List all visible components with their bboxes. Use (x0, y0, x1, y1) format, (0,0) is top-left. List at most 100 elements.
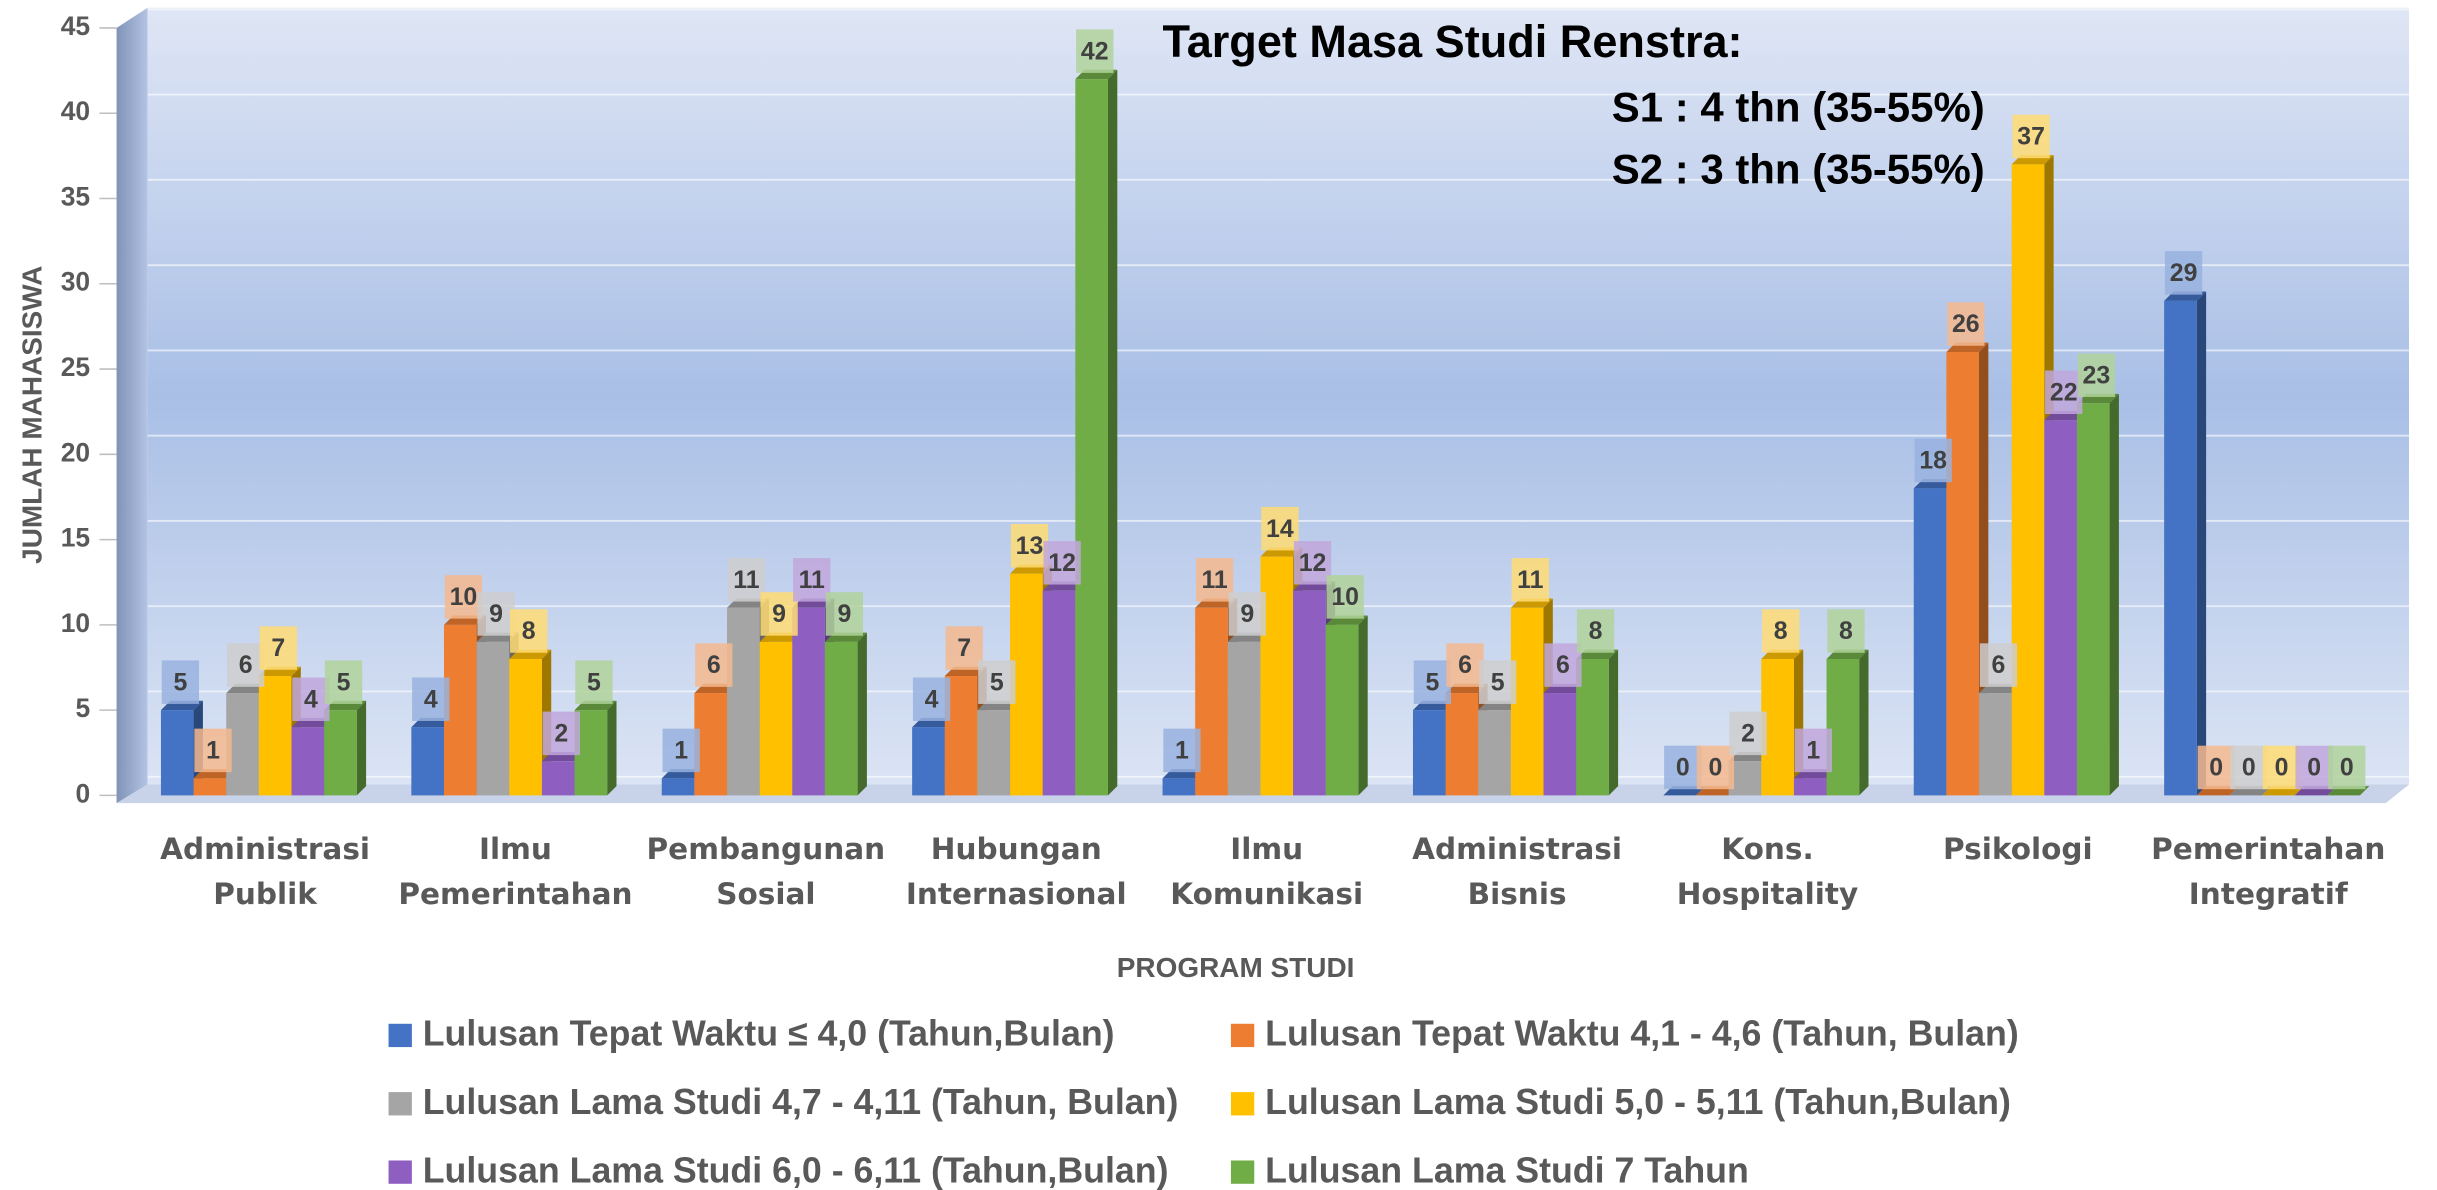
data-label-box (1794, 728, 1832, 773)
data-label-box (945, 626, 983, 670)
x-tick-label: Hubungan Internasional (905, 832, 1127, 912)
x-tick-label: Administrasi Publik (160, 832, 371, 912)
data-label-box (2012, 114, 2050, 159)
x-tick-label-box: Ilmu Pemerintahan (398, 833, 632, 912)
data-label-box (1261, 506, 1299, 551)
bar (1412, 710, 1446, 796)
legend-swatch (1230, 1160, 1255, 1184)
x-tick-label-box: Administrasi Publik (160, 832, 371, 912)
data-label-box (727, 558, 766, 602)
x-tick-label-box: Pembangunan Sosial (646, 832, 886, 912)
data-label: 0 (1708, 754, 1722, 782)
bar (1946, 351, 1980, 796)
data-label-box (793, 558, 831, 602)
data-label: 10 (1331, 583, 1359, 611)
data-label: 0 (1676, 754, 1690, 782)
x-tick-label-box: Psikologi (1943, 832, 2093, 867)
data-label-box (1576, 609, 1615, 653)
data-label: 5 (337, 668, 351, 696)
legend-swatch (388, 1023, 412, 1048)
bar-side (1107, 69, 1118, 796)
data-label-box (1326, 575, 1364, 619)
y-tick-label: 30 (61, 267, 90, 297)
data-label: 13 (1016, 532, 1044, 560)
data-label: 14 (1266, 515, 1294, 543)
data-label-box (575, 660, 613, 704)
data-label-box (1163, 728, 1201, 773)
side-wall (116, 7, 148, 804)
data-label: 0 (2307, 754, 2321, 782)
data-label-box (1979, 643, 2018, 687)
data-label-box (1479, 660, 1517, 704)
data-label: 10 (450, 583, 478, 611)
bar-side (857, 632, 867, 796)
bar-side (2109, 393, 2119, 796)
data-label-box (1413, 660, 1452, 704)
x-tick-label: Ilmu Komunikasi (1170, 832, 1364, 912)
bar (476, 641, 510, 796)
data-label: 6 (1458, 651, 1472, 679)
data-label-box (1827, 609, 1865, 653)
data-label-box (1914, 438, 1952, 483)
y-tick-label: 10 (61, 608, 90, 638)
data-label: 6 (1556, 651, 1570, 679)
bar (1826, 658, 1860, 796)
bar (1913, 488, 1947, 796)
y-tick-label: 0 (75, 778, 90, 808)
data-label-box (542, 711, 580, 756)
data-label: 2 (1741, 719, 1755, 747)
bar (661, 778, 695, 796)
data-label: 5 (990, 668, 1004, 696)
y-axis-title: JUMLAH MAHASISWA (17, 266, 48, 564)
bar-side (1608, 649, 1619, 796)
bar (1325, 624, 1359, 796)
x-tick-label-box: Pemerintahan Integratif (2151, 832, 2386, 912)
data-label: 42 (1081, 37, 1109, 65)
data-label: 6 (707, 651, 721, 679)
data-label-box (2077, 353, 2116, 397)
x-tick-label: Pemerintahan Integratif (2151, 832, 2386, 912)
x-axis-title: PROGRAM STUDI (1117, 952, 1355, 983)
data-label-box (2164, 251, 2203, 295)
legend-label: Lulusan Lama Studi 4,7 - 4,11 (Tahun, Bu… (423, 1082, 1179, 1122)
data-label-box (2262, 745, 2301, 790)
x-tick-label: Psikologi (1943, 832, 2093, 867)
data-label-box (412, 677, 450, 721)
data-label-box (510, 609, 548, 653)
data-label: 1 (1175, 737, 1189, 765)
bar (727, 607, 760, 796)
data-label: 5 (1491, 668, 1505, 696)
bar (1979, 693, 2012, 796)
x-tick-label-box: Administrasi Bisnis (1412, 832, 1623, 912)
data-label-box (2328, 745, 2366, 790)
bar (1042, 590, 1076, 796)
y-tick-label: 20 (61, 437, 90, 467)
x-tick-label: Administrasi Bisnis (1412, 832, 1623, 912)
data-label: 7 (271, 634, 285, 662)
data-label-box (324, 660, 363, 704)
data-label: 1 (1806, 737, 1820, 765)
bar (912, 727, 945, 796)
data-label-box (1696, 745, 1735, 790)
data-label-box (477, 592, 515, 636)
data-label: 26 (1952, 310, 1980, 338)
bar (1075, 79, 1108, 796)
data-label: 18 (1919, 447, 1947, 475)
data-label-box (662, 728, 700, 773)
data-label-box (2197, 745, 2235, 790)
x-tick-label: Pembangunan Sosial (646, 832, 886, 912)
data-label-box (912, 677, 951, 721)
bar (1293, 590, 1326, 796)
data-label-box (194, 728, 232, 773)
data-label-box (444, 575, 483, 619)
data-label: 0 (2340, 754, 2354, 782)
legend-label: Lulusan Tepat Waktu ≤ 4,0 (Tahun,Bulan) (423, 1014, 1115, 1054)
bar (2044, 420, 2077, 796)
annotation: S1 : 4 thn (35-55%) (1612, 83, 1985, 130)
data-label-box (161, 660, 200, 704)
data-label: 9 (1240, 600, 1254, 628)
bar (2164, 300, 2197, 796)
data-label-box (1228, 592, 1266, 636)
data-label-box (1947, 302, 1985, 346)
data-label: 23 (2083, 361, 2111, 389)
